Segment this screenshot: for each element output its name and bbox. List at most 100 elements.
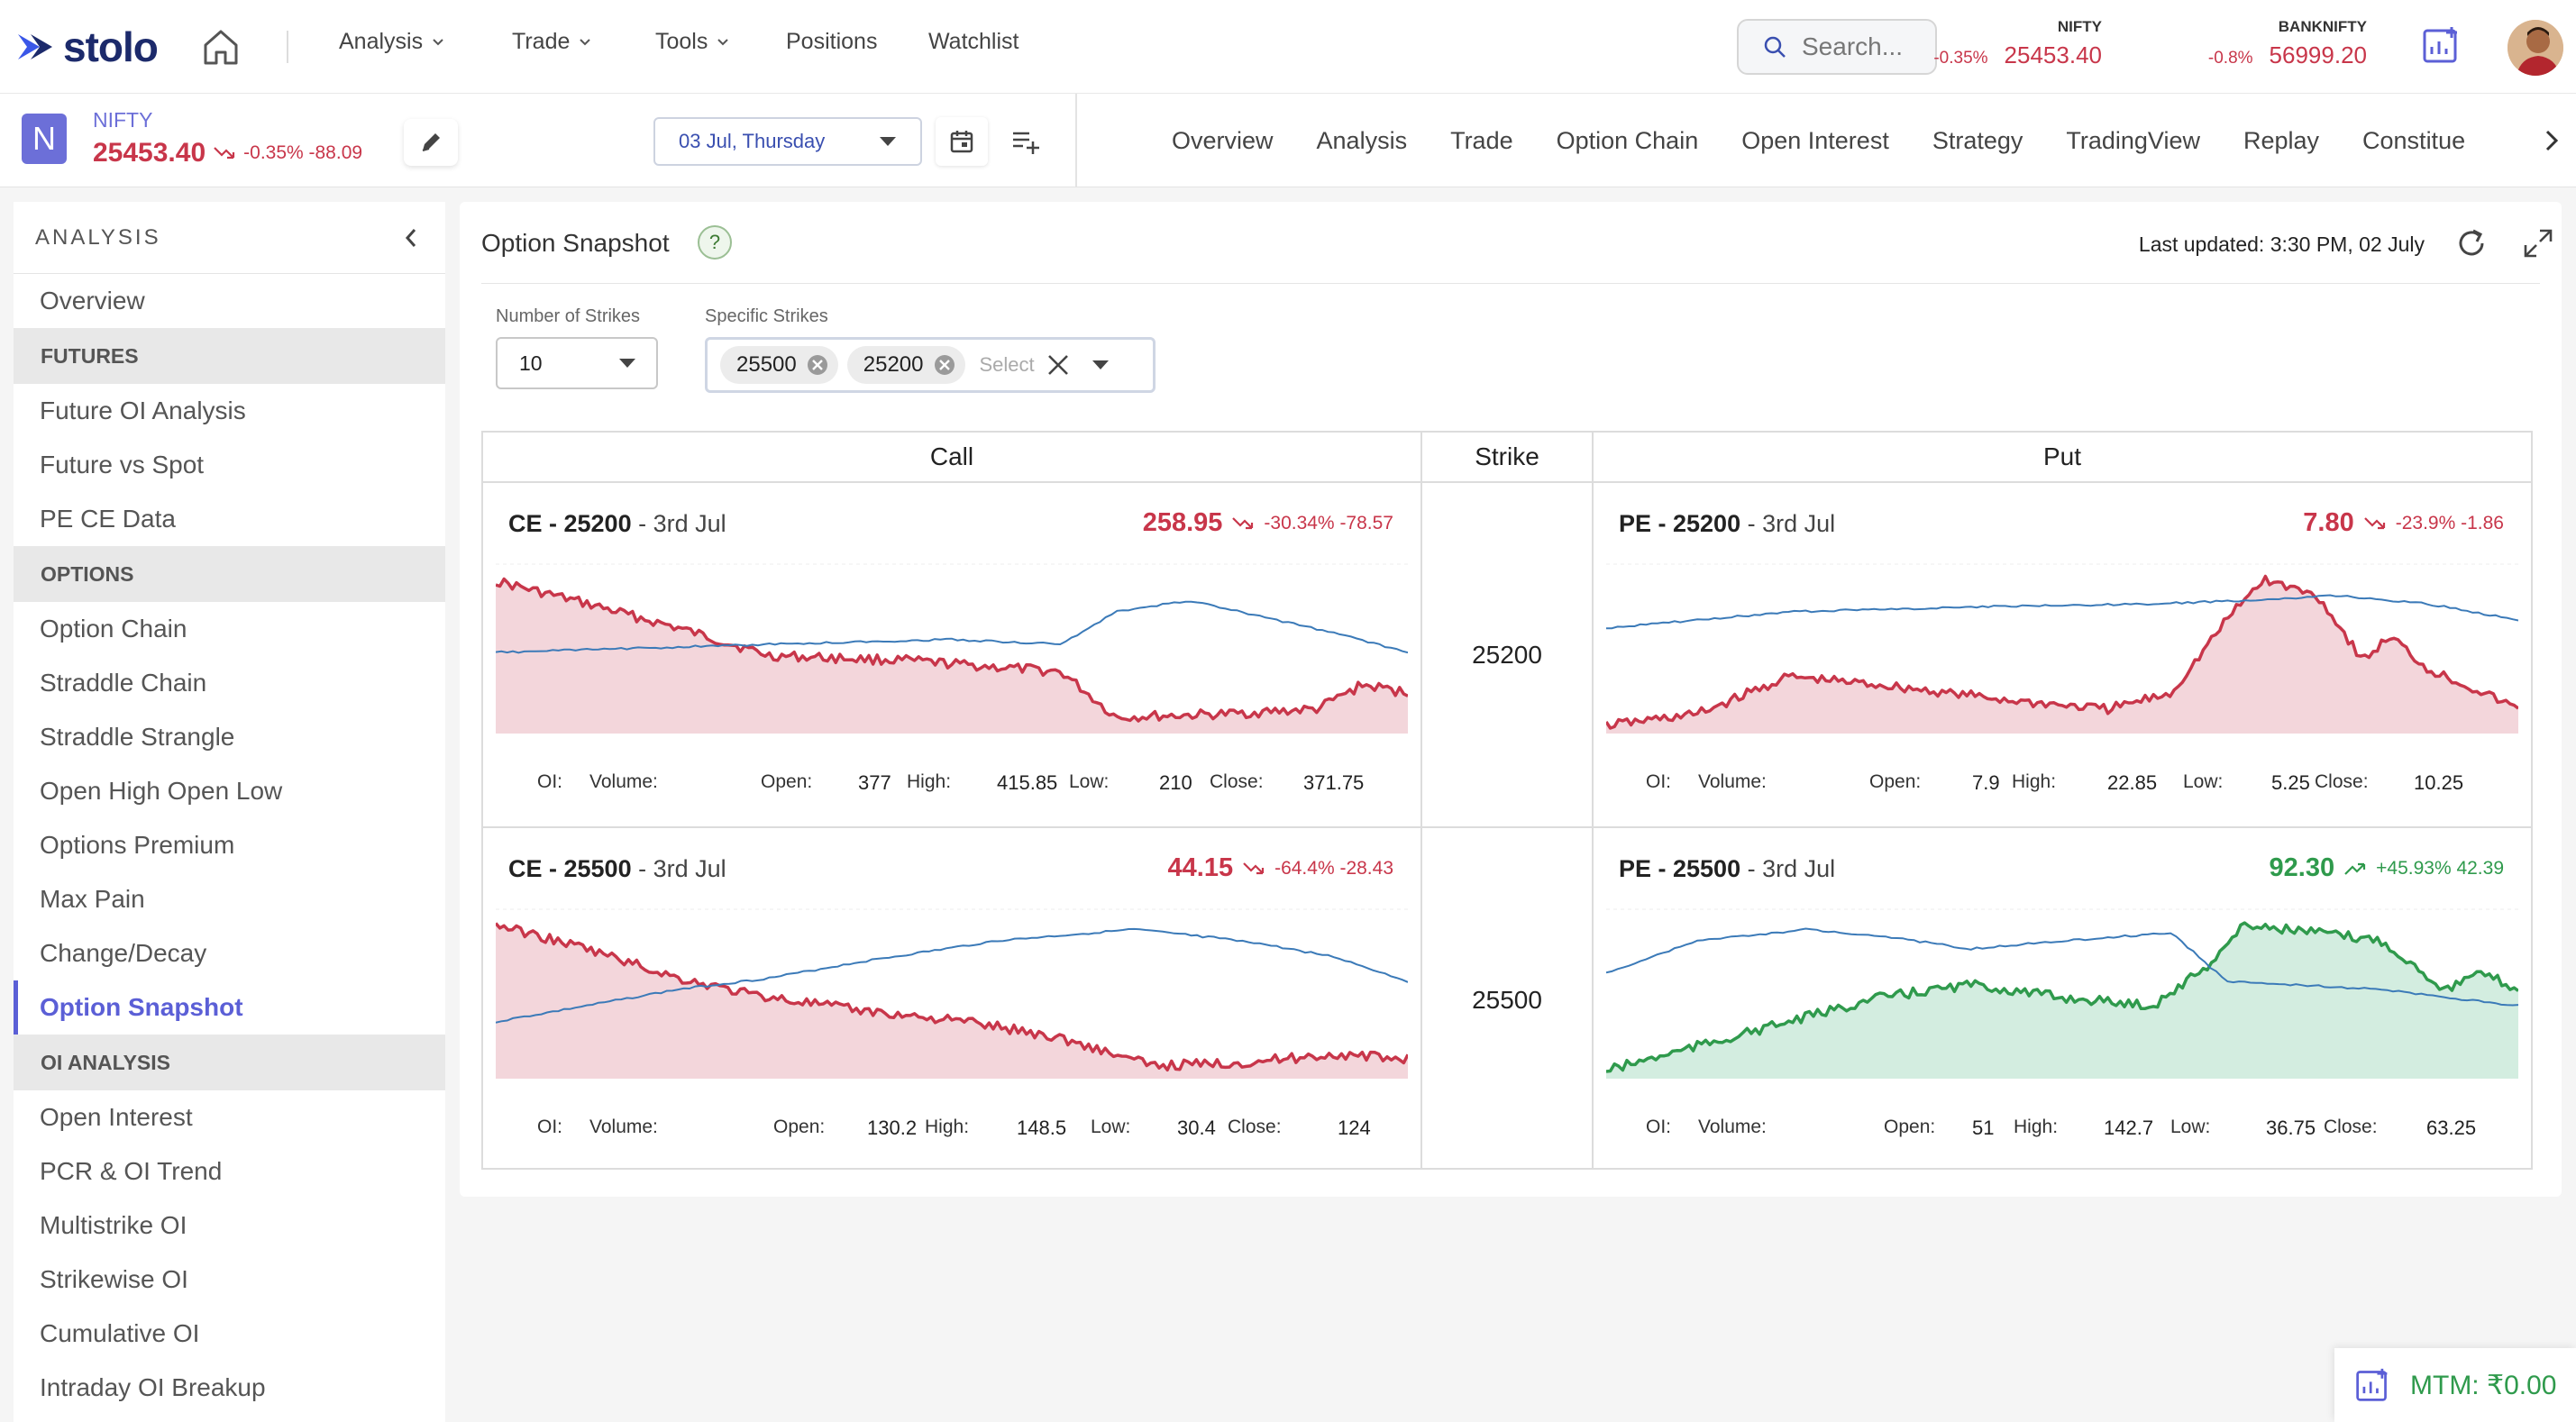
contract-title: PE - 25500 - 3rd Jul [1619,855,1835,883]
sidebar-item-open-high-open-low[interactable]: Open High Open Low [40,777,283,805]
add-to-list-button[interactable] [1000,117,1053,166]
sidebar-item-option-chain[interactable]: Option Chain [40,615,187,643]
sidebar-item-straddle-strangle[interactable]: Straddle Strangle [40,723,235,751]
sidebar-item-straddle-chain[interactable]: Straddle Chain [40,669,207,697]
sidebar-header: ANALYSIS [14,202,445,274]
sidebar-item-max-pain[interactable]: Max Pain [40,885,145,913]
index-nifty[interactable]: NIFTY -0.35% 25453.40 [1933,18,2102,69]
sidebar-item-open-interest[interactable]: Open Interest [40,1103,193,1131]
instrument-change: -0.35% -88.09 [243,142,363,163]
oi-line [496,927,1408,1024]
expand-icon[interactable] [2522,227,2554,260]
clear-icon[interactable] [1045,351,1072,378]
option-snapshot-panel: Option Snapshot ? Last updated: 3:30 PM,… [460,202,2562,1197]
tab-replay[interactable]: Replay [2243,126,2320,154]
edit-instrument-button[interactable] [404,119,458,166]
tab-analysis[interactable]: Analysis [1316,126,1408,154]
high-label: High: [2014,1117,2059,1137]
nav-positions[interactable]: Positions [786,29,877,55]
instrument-info: NIFTY 25453.40 -0.35% -88.09 [93,108,362,169]
strike-chip[interactable]: 25500 [720,346,838,384]
mtm-widget[interactable]: MTM: ₹0.00 [2334,1348,2576,1422]
expiry-select[interactable]: 03 Jul, Thursday [653,117,922,166]
sidebar-item-pcr-oi-trend[interactable]: PCR & OI Trend [40,1157,223,1185]
tab-strategy[interactable]: Strategy [1932,126,2023,154]
close-label: Close: [1228,1117,1282,1137]
chevron-left-icon[interactable] [402,226,420,250]
expiry-value: 03 Jul, Thursday [679,130,826,152]
price-oi-sparkline [496,908,1408,1079]
low-value: 5.25 [2271,771,2310,794]
remove-chip-icon[interactable] [933,353,956,377]
instrument-name: NIFTY [93,108,153,132]
tab-trade[interactable]: Trade [1450,126,1513,154]
avatar[interactable] [2507,20,2563,76]
chip-label: 25200 [863,352,924,377]
tab-overview[interactable]: Overview [1172,126,1274,154]
logo-text: stolo [63,23,159,70]
nav-tools[interactable]: Tools [655,29,729,55]
nav-watchlist[interactable]: Watchlist [928,29,1019,55]
call-cell-25200[interactable]: CE - 25200 - 3rd Jul 258.95 -30.34% -78.… [483,483,1420,826]
contract-price: 7.80 -23.9% -1.86 [2303,508,2504,538]
sidebar-item-future-oi-analysis[interactable]: Future OI Analysis [40,397,246,424]
sidebar-item-strikewise-oi[interactable]: Strikewise OI [40,1265,188,1293]
strike-chip[interactable]: 25200 [846,346,965,384]
index-banknifty[interactable]: BANKNIFTY -0.8% 56999.20 [2208,18,2367,69]
price-value: 7.80 [2303,508,2354,537]
nav-analysis[interactable]: Analysis [339,29,444,55]
sidebar-item-option-snapshot[interactable]: Option Snapshot [14,980,445,1035]
ohlc-stats: OI: Volume: Open: 377 High: 415.85 Low: … [483,771,1420,798]
sidebar-item-multistrike-oi[interactable]: Multistrike OI [40,1211,187,1239]
nav-divider [287,31,288,63]
put-cell-25200[interactable]: PE - 25200 - 3rd Jul 7.80 -23.9% -1.86 O… [1594,483,2531,826]
help-button[interactable]: ? [698,225,732,260]
sidebar-item-future-vs-spot[interactable]: Future vs Spot [40,451,205,479]
close-label: Close: [2324,1117,2378,1137]
sidebar-item-change-decay[interactable]: Change/Decay [40,939,207,967]
calendar-button[interactable] [936,117,988,166]
top-bar: stolo Analysis Trade Tools Positions Wat… [0,0,2576,94]
tab-tradingview[interactable]: TradingView [2066,126,2200,154]
specific-strikes-select[interactable]: 25500 25200 Select [705,337,1156,393]
num-strikes-select[interactable]: 10 [496,337,658,389]
sidebar-item-intraday-oi-breakup[interactable]: Intraday OI Breakup [40,1373,266,1401]
price-oi-sparkline [1606,563,2518,734]
num-strikes-label: Number of Strikes [496,306,641,326]
strikes-input[interactable]: Select [979,353,1035,376]
search-input[interactable]: Search... [1737,19,1937,75]
remove-chip-icon[interactable] [806,353,829,377]
sidebar-item-pe-ce-data[interactable]: PE CE Data [40,505,176,533]
sidebar-item-options-premium[interactable]: Options Premium [40,831,235,859]
contract-symbol: PE - 25500 [1619,855,1741,882]
contract-symbol: PE - 25200 [1619,510,1741,537]
caret-down-icon[interactable] [1092,360,1110,370]
call-cell-25500[interactable]: CE - 25500 - 3rd Jul 44.15 -64.4% -28.43… [483,828,1420,1171]
put-cell-25500[interactable]: PE - 25500 - 3rd Jul 92.30 +45.93% 42.39… [1594,828,2531,1171]
price-area [1606,576,2518,734]
tab-constituents[interactable]: Constitue [2362,126,2466,154]
sidebar-section-oi-analysis: OI ANALYSIS [14,1035,445,1090]
nav-trade[interactable]: Trade [512,29,591,55]
chevron-right-icon[interactable] [2540,126,2563,155]
logo[interactable]: stolo [14,20,159,74]
home-icon[interactable] [200,27,242,67]
sidebar-item-overview[interactable]: Overview [40,287,145,314]
contract-price: 44.15 -64.4% -28.43 [1168,853,1394,883]
close-value: 124 [1338,1117,1371,1139]
strike-value: 25500 [1472,985,1542,1014]
price-line [496,577,1408,723]
tab-open-interest[interactable]: Open Interest [1741,126,1889,154]
index-name: NIFTY [2057,18,2102,35]
low-value: 210 [1159,771,1192,794]
volume-label: Volume: [589,771,658,792]
nav-label: Analysis [339,29,424,54]
num-strikes-value: 10 [519,351,543,375]
add-chart-icon[interactable] [2421,25,2461,65]
price-area [496,923,1408,1079]
refresh-icon[interactable] [2453,225,2489,261]
calendar-icon [950,131,973,153]
tab-option-chain[interactable]: Option Chain [1556,126,1699,154]
sidebar-item-cumulative-oi[interactable]: Cumulative OI [40,1319,200,1347]
caret-down-icon [619,359,635,368]
